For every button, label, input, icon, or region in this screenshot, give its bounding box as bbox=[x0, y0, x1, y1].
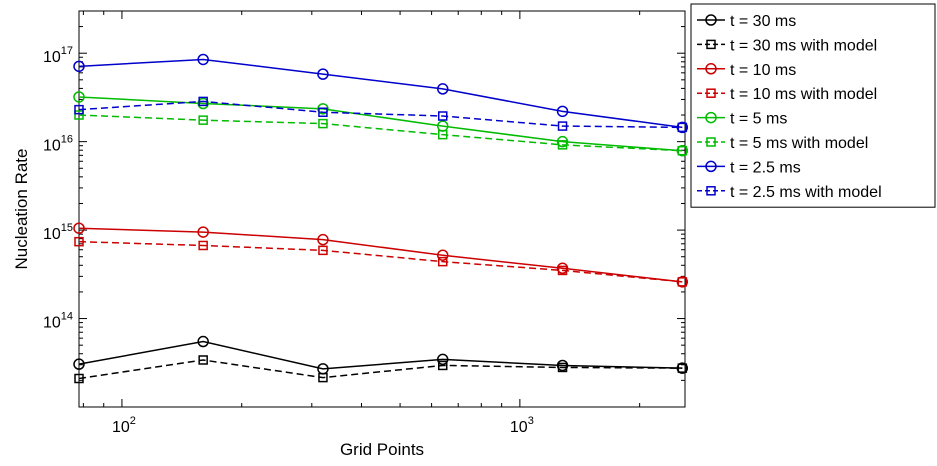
legend-label: t = 2.5 ms bbox=[730, 159, 801, 176]
data-point bbox=[437, 360, 448, 371]
series-line bbox=[78, 227, 683, 283]
series-line bbox=[78, 240, 683, 283]
data-point bbox=[197, 53, 209, 66]
x-tick-label: 102 bbox=[112, 415, 136, 436]
series-line bbox=[78, 359, 683, 380]
data-point bbox=[677, 122, 688, 133]
legend-item: t = 30 ms with model bbox=[697, 37, 877, 54]
y-tick-label: 1015 bbox=[43, 222, 73, 243]
data-point bbox=[437, 111, 448, 121]
data-point bbox=[557, 265, 568, 276]
data-point bbox=[74, 373, 84, 384]
legend-marker bbox=[705, 111, 717, 124]
data-point bbox=[317, 103, 329, 115]
series-1 bbox=[74, 355, 688, 384]
y-tick-label: 1017 bbox=[43, 45, 73, 66]
legend-box bbox=[690, 3, 936, 208]
legend-item: t = 5 ms bbox=[697, 111, 787, 128]
legend-marker bbox=[706, 39, 716, 50]
legend-marker bbox=[706, 186, 716, 196]
data-point bbox=[197, 226, 209, 238]
axis-ticks: 102 103 1014 1015 1016 1017 bbox=[43, 10, 685, 436]
legend-marker bbox=[706, 88, 716, 98]
legend-marker bbox=[705, 160, 717, 173]
legend-item: t = 5 ms with model bbox=[697, 135, 868, 152]
legend-label: t = 5 ms bbox=[730, 111, 787, 128]
x-tick-label: 103 bbox=[510, 415, 534, 436]
data-point bbox=[198, 115, 208, 125]
legend-label: t = 5 ms with model bbox=[730, 135, 868, 152]
data-point bbox=[318, 118, 328, 129]
legend-marker bbox=[705, 14, 717, 26]
data-point bbox=[198, 96, 208, 107]
series-line bbox=[78, 340, 683, 370]
data-point bbox=[556, 262, 569, 275]
data-point bbox=[437, 129, 448, 140]
data-point bbox=[73, 91, 85, 103]
data-point bbox=[73, 60, 85, 73]
series-0 bbox=[73, 335, 689, 375]
legend-label: t = 2.5 ms with model bbox=[730, 184, 882, 201]
data-point bbox=[73, 358, 85, 370]
data-point bbox=[317, 68, 329, 80]
legend-label: t = 10 ms bbox=[730, 62, 796, 79]
legend-marker bbox=[705, 63, 717, 75]
data-point bbox=[318, 245, 328, 256]
data-point bbox=[556, 105, 569, 118]
data-point bbox=[557, 121, 568, 131]
data-point bbox=[677, 277, 688, 287]
data-point bbox=[556, 359, 569, 372]
data-point bbox=[677, 363, 688, 373]
data-point bbox=[318, 372, 328, 383]
data-point bbox=[436, 83, 449, 95]
x-axis-label: Grid Points bbox=[340, 440, 424, 459]
data-point bbox=[74, 236, 84, 247]
legend-label: t = 30 ms with model bbox=[730, 37, 877, 54]
series-line bbox=[78, 100, 683, 129]
data-point bbox=[557, 362, 568, 373]
legend-item: t = 2.5 ms with model bbox=[697, 184, 882, 201]
legend-marker bbox=[706, 137, 716, 147]
data-point bbox=[556, 135, 569, 148]
data-point bbox=[73, 222, 85, 234]
y-axis-label: Nucleation Rate bbox=[12, 149, 31, 270]
data-point bbox=[436, 249, 449, 261]
series-7 bbox=[74, 96, 688, 133]
series-5 bbox=[74, 110, 688, 156]
series-line bbox=[78, 114, 683, 152]
data-point bbox=[197, 97, 209, 110]
data-point bbox=[74, 104, 84, 115]
data-point bbox=[436, 353, 449, 366]
data-point bbox=[676, 362, 689, 374]
legend-item: t = 30 ms bbox=[697, 13, 796, 30]
data-point bbox=[317, 233, 329, 246]
series-2 bbox=[73, 222, 689, 288]
data-point bbox=[198, 240, 208, 251]
data-point bbox=[318, 107, 328, 117]
series-3 bbox=[74, 236, 688, 287]
data-point bbox=[198, 355, 208, 365]
data-point bbox=[557, 140, 568, 150]
data-point bbox=[197, 335, 209, 348]
y-tick-label: 1016 bbox=[43, 134, 73, 155]
legend-item: t = 2.5 ms bbox=[697, 159, 801, 176]
legend-label: t = 30 ms bbox=[730, 13, 796, 30]
y-tick-label: 1014 bbox=[43, 311, 73, 332]
legend-item: t = 10 ms bbox=[697, 62, 796, 79]
series-layer bbox=[73, 53, 689, 384]
legend-label: t = 10 ms with model bbox=[730, 86, 877, 103]
plot-area bbox=[78, 10, 686, 408]
legend: t = 30 ms t = 30 ms with model t = 10 ms t … bbox=[690, 3, 936, 208]
legend-item: t = 10 ms with model bbox=[697, 86, 877, 103]
data-point bbox=[677, 145, 688, 156]
data-point bbox=[437, 256, 448, 267]
series-line bbox=[78, 58, 683, 129]
data-point bbox=[74, 110, 84, 120]
